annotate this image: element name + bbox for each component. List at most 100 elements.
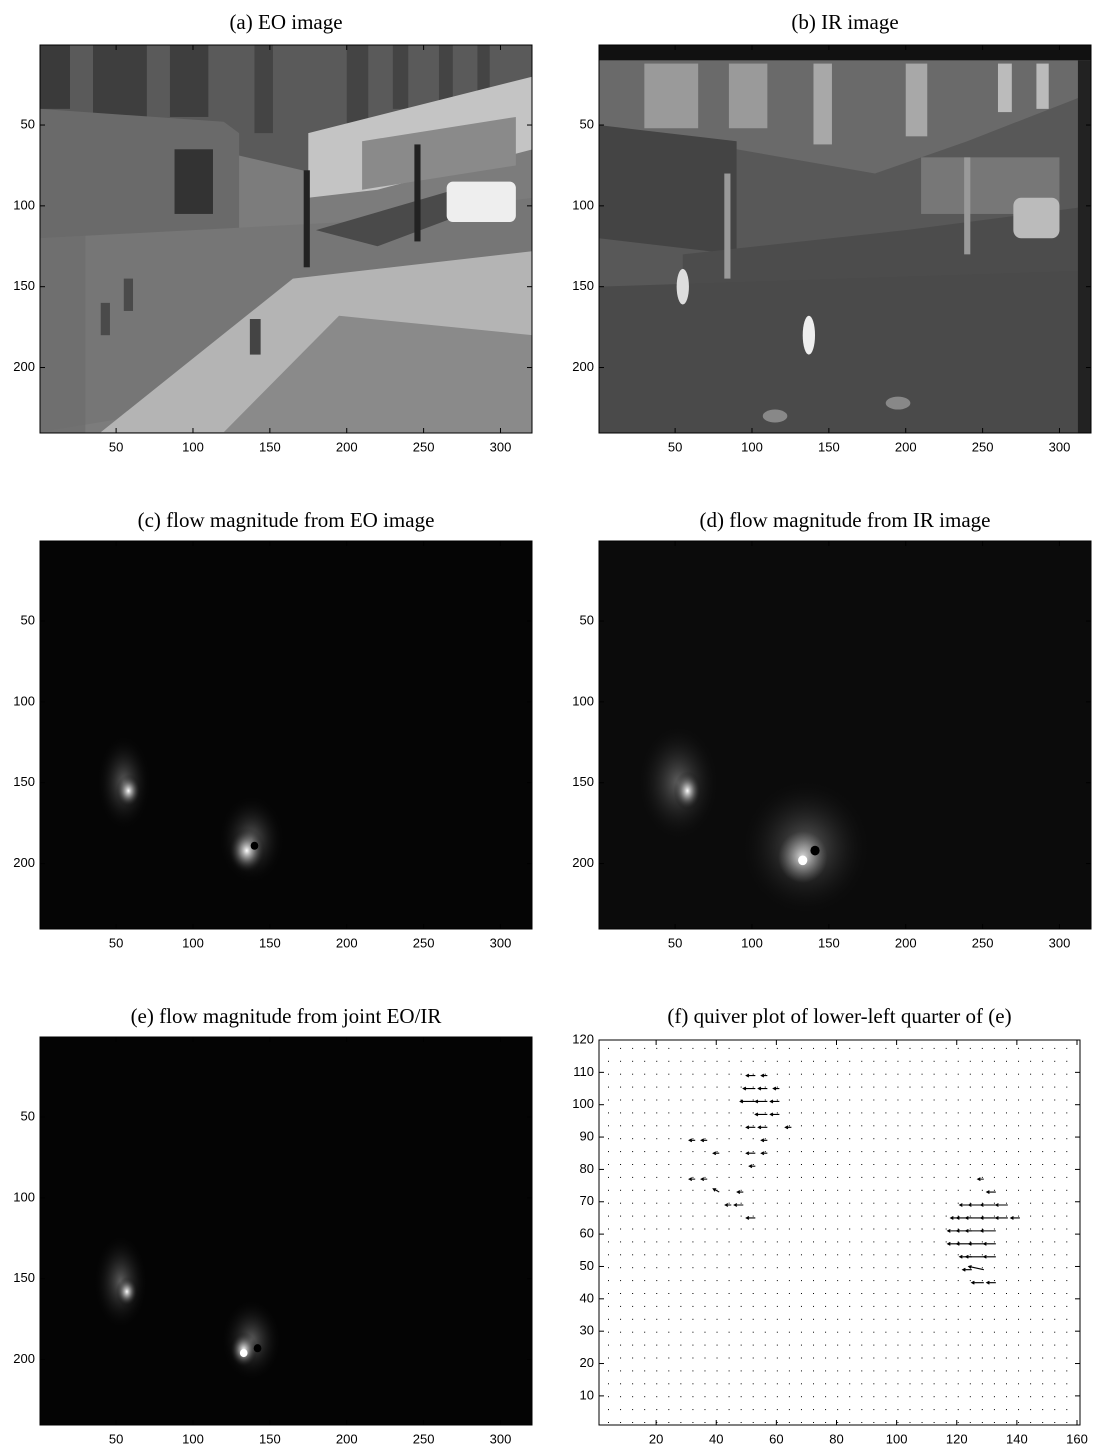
panel-title: (e) flow magnitude from joint EO/IR bbox=[131, 1004, 442, 1028]
zero-vector bbox=[982, 1151, 983, 1152]
zero-vector bbox=[910, 1422, 911, 1423]
zero-vector bbox=[1030, 1190, 1031, 1191]
zero-vector bbox=[668, 1267, 669, 1268]
zero-vector bbox=[777, 1383, 778, 1384]
image-region bbox=[251, 842, 259, 850]
zero-vector bbox=[620, 1332, 621, 1333]
zero-vector bbox=[765, 1125, 766, 1126]
zero-vector bbox=[680, 1241, 681, 1242]
zero-vector bbox=[1042, 1112, 1043, 1113]
zero-vector bbox=[1054, 1280, 1055, 1281]
x-tick-label: 150 bbox=[259, 1431, 281, 1446]
zero-vector bbox=[958, 1293, 959, 1294]
zero-vector bbox=[837, 1254, 838, 1255]
zero-vector bbox=[885, 1100, 886, 1101]
zero-vector bbox=[946, 1087, 947, 1088]
zero-vector bbox=[1066, 1358, 1067, 1359]
zero-vector bbox=[608, 1422, 609, 1423]
zero-vector bbox=[873, 1177, 874, 1178]
zero-vector bbox=[897, 1332, 898, 1333]
zero-vector bbox=[668, 1254, 669, 1255]
zero-vector bbox=[717, 1216, 718, 1217]
zero-vector bbox=[777, 1061, 778, 1062]
zero-vector bbox=[680, 1383, 681, 1384]
zero-vector bbox=[608, 1383, 609, 1384]
zero-vector bbox=[1054, 1422, 1055, 1423]
zero-vector bbox=[801, 1396, 802, 1397]
zero-vector bbox=[704, 1125, 705, 1126]
image-region bbox=[116, 775, 141, 807]
zero-vector bbox=[885, 1306, 886, 1307]
zero-vector bbox=[656, 1177, 657, 1178]
zero-vector bbox=[632, 1358, 633, 1359]
zero-vector bbox=[958, 1396, 959, 1397]
zero-vector bbox=[801, 1048, 802, 1049]
zero-vector bbox=[668, 1138, 669, 1139]
zero-vector bbox=[680, 1125, 681, 1126]
zero-vector bbox=[1042, 1319, 1043, 1320]
zero-vector bbox=[765, 1422, 766, 1423]
zero-vector bbox=[1066, 1151, 1067, 1152]
zero-vector bbox=[934, 1125, 935, 1126]
zero-vector bbox=[1054, 1306, 1055, 1307]
zero-vector bbox=[1066, 1164, 1067, 1165]
zero-vector bbox=[704, 1396, 705, 1397]
zero-vector bbox=[620, 1280, 621, 1281]
zero-vector bbox=[1054, 1216, 1055, 1217]
zero-vector bbox=[668, 1203, 669, 1204]
zero-vector bbox=[958, 1177, 959, 1178]
zero-vector bbox=[765, 1203, 766, 1204]
zero-vector bbox=[789, 1370, 790, 1371]
image-region bbox=[598, 125, 736, 254]
zero-vector bbox=[620, 1125, 621, 1126]
zero-vector bbox=[825, 1216, 826, 1217]
zero-vector bbox=[741, 1396, 742, 1397]
zero-vector bbox=[608, 1241, 609, 1242]
zero-vector bbox=[813, 1048, 814, 1049]
zero-vector bbox=[982, 1112, 983, 1113]
y-tick-label: 50 bbox=[21, 116, 35, 131]
y-tick-label: 200 bbox=[13, 855, 35, 870]
zero-vector bbox=[861, 1190, 862, 1191]
zero-vector bbox=[753, 1332, 754, 1333]
zero-vector bbox=[692, 1409, 693, 1410]
zero-vector bbox=[620, 1293, 621, 1294]
y-tick-label: 100 bbox=[13, 693, 35, 708]
image bbox=[39, 44, 533, 434]
zero-vector bbox=[644, 1190, 645, 1191]
zero-vector bbox=[777, 1345, 778, 1346]
zero-vector bbox=[608, 1293, 609, 1294]
zero-vector bbox=[946, 1345, 947, 1346]
zero-vector bbox=[994, 1306, 995, 1307]
zero-vector bbox=[789, 1087, 790, 1088]
zero-vector bbox=[644, 1280, 645, 1281]
zero-vector bbox=[1042, 1216, 1043, 1217]
zero-vector bbox=[825, 1061, 826, 1062]
zero-vector bbox=[873, 1332, 874, 1333]
zero-vector bbox=[934, 1267, 935, 1268]
zero-vector bbox=[644, 1332, 645, 1333]
zero-vector bbox=[1042, 1280, 1043, 1281]
zero-vector bbox=[994, 1396, 995, 1397]
zero-vector bbox=[849, 1177, 850, 1178]
zero-vector bbox=[934, 1061, 935, 1062]
zero-vector bbox=[934, 1319, 935, 1320]
zero-vector bbox=[813, 1125, 814, 1126]
y-tick-label: 150 bbox=[572, 774, 594, 789]
zero-vector bbox=[982, 1396, 983, 1397]
zero-vector bbox=[608, 1370, 609, 1371]
zero-vector bbox=[656, 1241, 657, 1242]
zero-vector bbox=[668, 1177, 669, 1178]
zero-vector bbox=[922, 1177, 923, 1178]
x-tick-label: 60 bbox=[769, 1431, 783, 1446]
zero-vector bbox=[897, 1061, 898, 1062]
zero-vector bbox=[1018, 1345, 1019, 1346]
zero-vector bbox=[1006, 1061, 1007, 1062]
zero-vector bbox=[692, 1396, 693, 1397]
zero-vector bbox=[789, 1190, 790, 1191]
zero-vector bbox=[1054, 1164, 1055, 1165]
zero-vector bbox=[717, 1241, 718, 1242]
zero-vector bbox=[982, 1267, 983, 1268]
zero-vector bbox=[680, 1190, 681, 1191]
y-tick-label: 70 bbox=[580, 1193, 594, 1208]
